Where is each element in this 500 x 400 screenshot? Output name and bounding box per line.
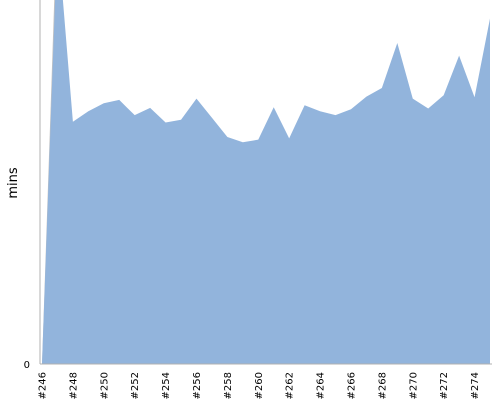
x-tick-label: #264 — [316, 372, 327, 399]
plot-area — [42, 0, 490, 364]
x-tick-label: #274 — [470, 372, 481, 399]
x-tick-labels: #246 #248 #250 #252 #254 #256 #258 #260 #262 #264… — [38, 372, 482, 399]
x-tick-label: #266 — [347, 372, 358, 399]
x-tick-label: #252 — [130, 372, 141, 399]
x-tick-label: #254 — [161, 372, 172, 399]
x-tick-label: #262 — [285, 372, 296, 399]
x-tick-label: #250 — [99, 372, 110, 399]
y-axis-label: mins — [6, 167, 21, 199]
x-tick-label: #268 — [377, 372, 388, 399]
x-tick-label: #248 — [68, 372, 79, 399]
x-tick-label: #258 — [223, 372, 234, 399]
x-tick-label: #246 — [38, 372, 49, 399]
series-area-0 — [42, 0, 490, 364]
x-tick-label: #272 — [439, 372, 450, 399]
y-tick-label: 0 — [24, 360, 30, 371]
x-tick-label: #270 — [408, 372, 419, 399]
x-tick-label: #256 — [192, 372, 203, 399]
x-tick-label: #260 — [254, 372, 265, 399]
